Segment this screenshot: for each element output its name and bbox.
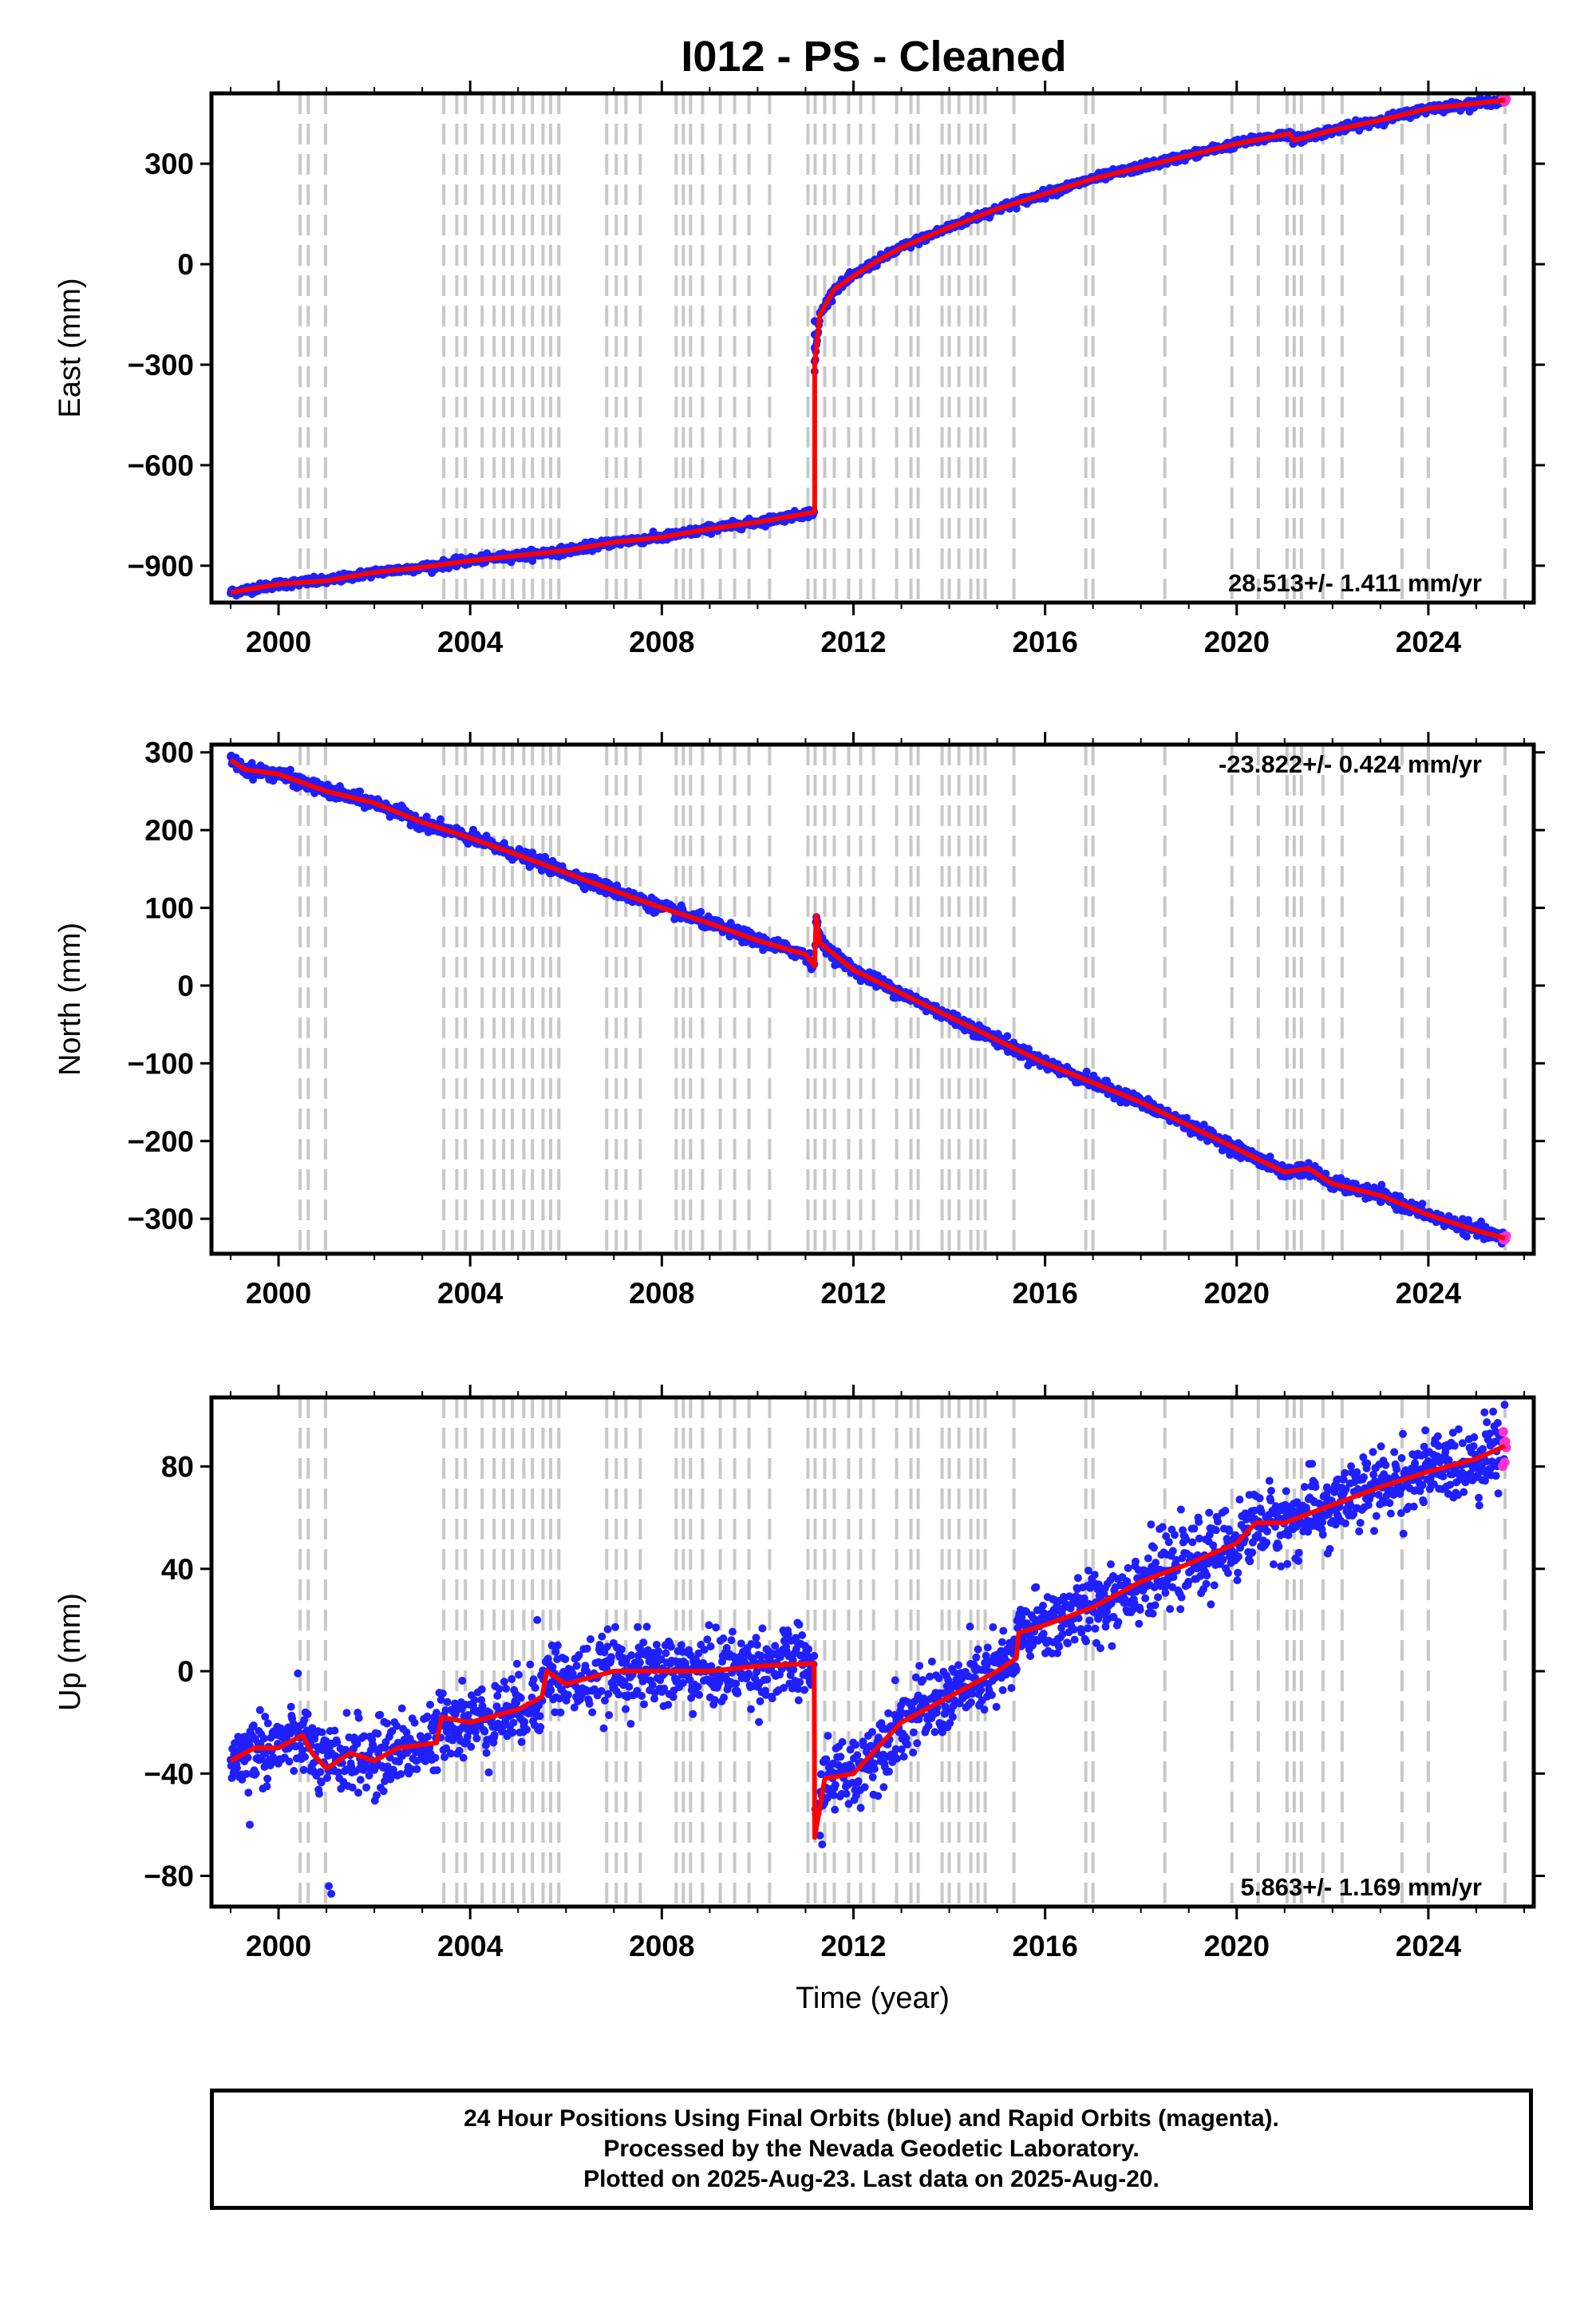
data-point xyxy=(1183,1113,1191,1122)
data-point xyxy=(1462,1232,1471,1241)
plot-frame xyxy=(209,91,1536,605)
data-point xyxy=(285,1757,294,1766)
x-tick-label: 2004 xyxy=(437,626,504,658)
y-tick-label: 300 xyxy=(144,148,194,180)
final-orbit-points xyxy=(227,93,1511,600)
x-tick-label: 2000 xyxy=(246,626,311,658)
data-point xyxy=(301,1753,309,1761)
page-title: I012 - PS - Cleaned xyxy=(681,33,1067,81)
data-point xyxy=(1266,1152,1274,1161)
data-point xyxy=(697,907,705,916)
final-orbit-points xyxy=(227,1401,1511,1898)
event-lines xyxy=(298,93,1507,603)
model-line xyxy=(229,757,1506,1241)
data-point xyxy=(286,1729,294,1738)
y-tick-label: −100 xyxy=(128,1047,194,1080)
data-point xyxy=(1418,1199,1427,1208)
x-tick-label: 2024 xyxy=(1396,1277,1462,1310)
y-tick-label: −600 xyxy=(128,449,194,482)
x-tick-label: 2020 xyxy=(1204,1277,1270,1310)
data-point xyxy=(437,815,444,824)
y-tick-label: 0 xyxy=(177,970,194,1002)
data-point xyxy=(244,1788,253,1797)
data-point xyxy=(232,1764,241,1773)
rate-label: -23.822+/- 0.424 mm/yr xyxy=(1219,750,1482,778)
y-tick-label: 200 xyxy=(144,814,194,847)
data-point xyxy=(315,1789,323,1798)
data-point xyxy=(294,1669,302,1678)
data-point xyxy=(300,1716,309,1725)
data-point xyxy=(1012,204,1021,213)
event-lines xyxy=(298,745,1507,1254)
data-point xyxy=(255,1705,264,1714)
data-point xyxy=(238,1775,247,1784)
data-point xyxy=(266,1761,275,1770)
x-tick-label: 2020 xyxy=(1204,626,1270,658)
data-point xyxy=(231,1739,239,1748)
plot-frame xyxy=(209,742,1536,1256)
x-tick-label: 2008 xyxy=(629,1277,694,1310)
data-point xyxy=(263,1782,271,1791)
data-point xyxy=(356,787,365,796)
data-point xyxy=(298,1746,307,1755)
model-line xyxy=(230,97,1506,595)
y-tick-label: −900 xyxy=(128,550,194,583)
data-point xyxy=(259,1734,268,1743)
data-point xyxy=(249,776,258,784)
data-point xyxy=(1003,1032,1012,1041)
data-point xyxy=(1377,1180,1386,1189)
data-point xyxy=(263,1719,272,1728)
x-tick-label: 2008 xyxy=(629,626,694,658)
data-point xyxy=(1477,1217,1485,1226)
y-tick-label: −300 xyxy=(128,1203,194,1235)
panel-east: 300 0 −300 −600 −900 2000 2004 2008 2012 2016 2020… xyxy=(53,81,1545,658)
data-point xyxy=(318,1728,326,1737)
data-point xyxy=(316,1768,325,1777)
y-tick-label: 100 xyxy=(144,892,194,925)
data-point xyxy=(299,1765,308,1774)
x-tick-label: 2004 xyxy=(437,1277,504,1310)
event-lines xyxy=(298,1397,1507,1907)
x-tick-label: 2016 xyxy=(1012,626,1077,658)
data-point xyxy=(243,1753,252,1762)
data-point xyxy=(286,765,294,774)
data-point xyxy=(249,1721,258,1729)
x-tick-label: 2012 xyxy=(820,1277,886,1310)
x-tick-label: 2016 xyxy=(1012,1277,1077,1310)
y-tick-label: −300 xyxy=(128,349,194,381)
data-point xyxy=(303,1709,312,1718)
data-point xyxy=(290,1767,298,1775)
x-tick-label: 2024 xyxy=(1396,626,1462,658)
data-point xyxy=(317,1778,326,1787)
y-axis-label: North (mm) xyxy=(53,923,87,1076)
data-point xyxy=(286,1702,295,1711)
y-tick-label: 300 xyxy=(144,737,194,769)
data-point xyxy=(251,1769,260,1778)
panel-north: 300 200 100 0 −100 −200 −300 2000 2004 2008 2012 20… xyxy=(53,732,1545,1310)
rate-label: 28.513+/- 1.411 mm/yr xyxy=(1228,569,1482,597)
data-point xyxy=(242,1769,251,1778)
y-tick-label: 0 xyxy=(177,248,194,281)
data-point xyxy=(1082,1067,1091,1076)
x-tick-label: 2012 xyxy=(820,626,886,658)
x-tick-label: 2000 xyxy=(246,1277,311,1310)
y-axis-label: East (mm) xyxy=(53,278,87,417)
data-point xyxy=(263,1774,272,1783)
y-tick-label: −200 xyxy=(128,1125,194,1158)
data-point xyxy=(261,1713,270,1721)
